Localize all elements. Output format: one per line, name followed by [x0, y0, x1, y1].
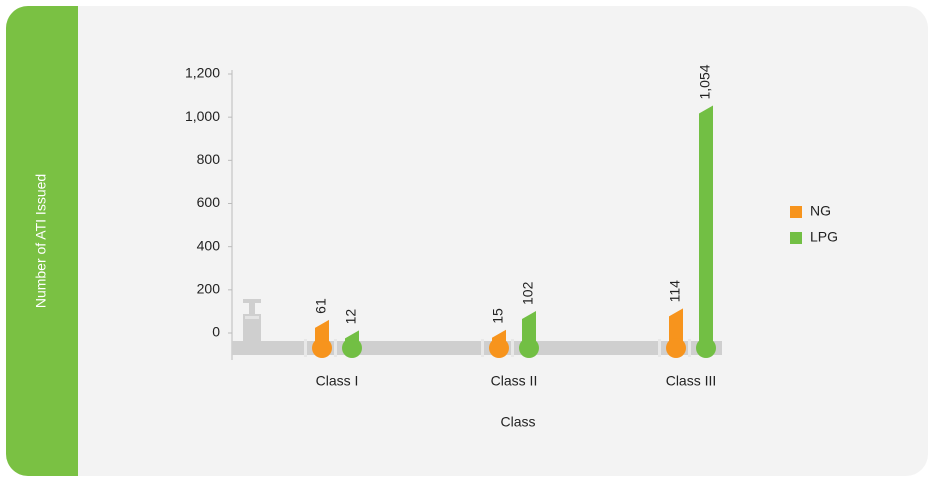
pipe-joint	[334, 339, 337, 357]
y-tick-label: 200	[197, 281, 221, 297]
panel	[6, 6, 928, 476]
legend-swatch	[790, 232, 802, 244]
y-axis-title: Number of ATI Issued	[33, 174, 49, 308]
y-tick-label: 800	[197, 151, 221, 167]
value-label: 114	[667, 280, 683, 303]
value-label: 12	[343, 309, 359, 325]
value-label: 102	[520, 281, 536, 305]
y-tick-label: 1,200	[185, 65, 220, 81]
value-label: 61	[313, 298, 329, 314]
pipe-joint	[688, 339, 691, 357]
pipe-joint	[658, 339, 661, 357]
y-tick-label: 0	[212, 324, 220, 340]
side-strip	[6, 6, 78, 476]
legend-label: NG	[810, 203, 831, 219]
y-tick-label: 400	[197, 237, 221, 253]
legend-label: LPG	[810, 229, 838, 245]
bar	[699, 105, 713, 349]
pipe-joint	[304, 339, 307, 357]
pipe-knob	[696, 338, 716, 358]
x-axis-title: Class	[500, 414, 535, 430]
x-tick-label: Class III	[666, 373, 717, 389]
pipe-knob	[312, 338, 332, 358]
pipe-knob	[342, 338, 362, 358]
value-label: 1,054	[697, 64, 713, 99]
x-tick-label: Class I	[316, 373, 359, 389]
pipe-knob	[519, 338, 539, 358]
pipe-joint	[481, 339, 484, 357]
y-tick-label: 600	[197, 194, 221, 210]
y-tick-label: 1,000	[185, 108, 220, 124]
value-label: 15	[490, 308, 506, 324]
bar	[669, 308, 683, 348]
legend-swatch	[790, 206, 802, 218]
x-tick-label: Class II	[491, 373, 538, 389]
valve-icon	[243, 299, 261, 344]
pipe-joint	[511, 339, 514, 357]
pipe-knob	[489, 338, 509, 358]
pipe-knob	[666, 338, 686, 358]
